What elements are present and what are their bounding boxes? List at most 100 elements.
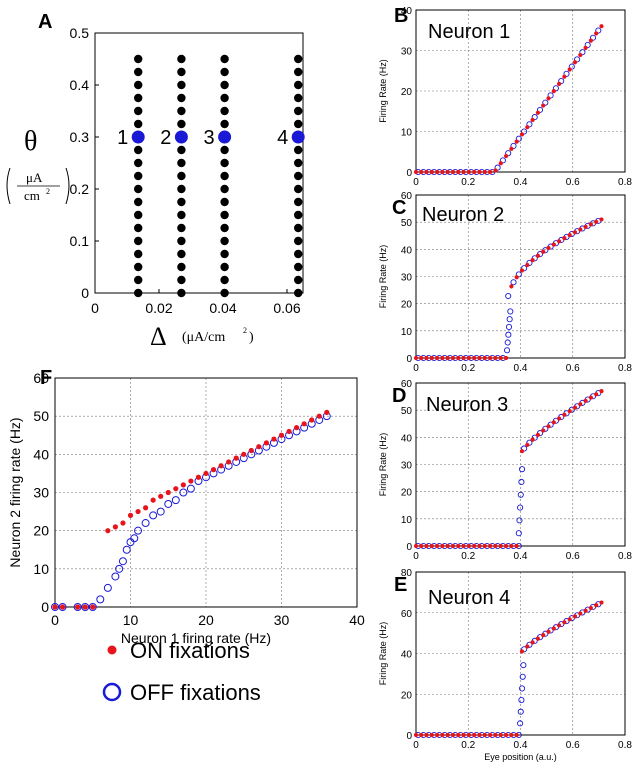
off-fixation-point <box>531 114 538 121</box>
on-fixation-point <box>567 67 572 72</box>
panel-a-y-tick-label: 0.1 <box>70 233 90 249</box>
parameter-point <box>220 54 229 64</box>
parameter-point <box>220 275 229 285</box>
on-fixation-point <box>503 732 509 738</box>
parameter-point <box>294 106 303 116</box>
on-fixation-point <box>509 732 514 738</box>
panel-a-ylabel-unit: μA cm 2 <box>6 167 70 205</box>
y-tick-label: 10 <box>401 128 413 139</box>
off-fixation-point <box>507 308 514 315</box>
parameter-point <box>177 80 186 90</box>
on-fixation-point <box>551 420 556 425</box>
x-tick-label: 0.6 <box>566 177 580 188</box>
on-fixation-point <box>445 732 450 738</box>
off-fixation-point <box>149 511 158 520</box>
off-fixation-point <box>521 445 528 452</box>
y-tick-label: 0 <box>41 599 49 615</box>
panel-c-letter: C <box>392 197 406 219</box>
x-tick-label: 0.6 <box>566 740 580 751</box>
parameter-point <box>134 106 143 116</box>
off-fixation-point <box>111 572 120 581</box>
off-fixation-point <box>510 142 517 149</box>
on-fixation-point <box>583 45 588 50</box>
y-axis-label: Firing Rate (Hz) <box>378 433 388 497</box>
parameter-point <box>134 184 143 194</box>
y-tick-label: 10 <box>401 327 413 338</box>
on-fixation-point <box>556 416 562 421</box>
on-fixation-point <box>456 732 461 738</box>
on-fixation-point <box>424 732 429 738</box>
on-fixation-point <box>301 421 307 427</box>
on-fixation-point <box>445 169 450 175</box>
on-fixation-point <box>488 355 493 361</box>
parameter-point <box>134 262 143 272</box>
parameter-point <box>220 249 229 259</box>
on-fixation-point <box>472 169 477 175</box>
panel-a-x-tick-label: 0.04 <box>209 300 236 316</box>
on-fixation-point <box>599 217 604 222</box>
on-fixation-point <box>556 239 562 244</box>
on-fixation-point <box>572 60 578 65</box>
on-fixation-point <box>413 732 419 738</box>
on-fixation-point <box>233 455 239 461</box>
off-fixation-point <box>51 603 59 611</box>
off-fixation-point <box>584 41 591 49</box>
parameter-point <box>220 158 229 168</box>
parameter-point <box>177 275 186 285</box>
on-fixation-point <box>493 168 498 173</box>
panel-f-y-axis-label: Neuron 2 firing rate (Hz) <box>7 417 23 567</box>
on-fixation-point <box>551 626 556 631</box>
parameter-point <box>294 67 303 77</box>
off-fixation-point <box>506 316 513 323</box>
off-fixation-point <box>563 70 570 77</box>
parameter-point <box>220 106 229 116</box>
panel-a-xlabel-unit: (μA/cm <box>182 330 225 345</box>
parameter-point <box>220 210 229 220</box>
on-fixation-point <box>195 474 202 480</box>
on-fixation-point <box>456 543 461 549</box>
axes-frame <box>415 194 626 359</box>
on-fixation-point <box>572 230 578 235</box>
parameter-point <box>134 210 143 220</box>
panel-a-x-ticks: 0 0.02 0.04 0.06 <box>91 289 301 316</box>
y-tick-label: 20 <box>401 300 413 311</box>
on-fixation-point <box>256 444 262 450</box>
off-fixation-point <box>516 517 523 524</box>
off-fixation-point <box>499 157 506 164</box>
on-fixation-point <box>435 543 440 549</box>
parameter-point <box>220 145 229 155</box>
panel-a-x-tick-label: 0 <box>91 300 99 316</box>
y-tick-label: 20 <box>401 87 413 98</box>
on-fixation-point <box>509 284 514 289</box>
on-fixation-point <box>419 732 424 738</box>
on-fixation-point <box>578 402 583 407</box>
on-fixation-point <box>188 478 194 484</box>
panel-e: 0 0.2 0.4 0.6 0.8 0 20 40 60 80 Firing Rate (Hz) Ey… <box>378 568 632 762</box>
parameter-point <box>294 80 303 90</box>
parameter-point <box>294 158 303 168</box>
on-fixation-point <box>594 31 599 36</box>
parameter-point <box>294 145 303 155</box>
on-fixation-point <box>562 74 567 79</box>
panel-f: F 0 10 20 30 40 0 10 20 30 40 50 60 Neuron 1 firing … <box>7 367 365 646</box>
parameter-point <box>134 67 143 77</box>
on-fixation-point <box>519 649 525 654</box>
on-fixation-point <box>525 442 530 447</box>
parameter-point <box>220 171 229 181</box>
on-fixation-point <box>440 732 445 738</box>
y-tick-label: 0 <box>406 354 412 365</box>
parameter-point <box>220 119 229 129</box>
on-fixation-point <box>482 732 487 738</box>
panel-a-parameter-grid <box>131 54 305 298</box>
parameter-point <box>134 145 143 155</box>
on-fixation-point <box>456 169 461 175</box>
panel-f-x-axis-label: Neuron 1 firing rate (Hz) <box>121 630 271 646</box>
off-fixation-point <box>515 135 522 142</box>
parameter-point <box>177 223 186 233</box>
on-fixation-point <box>450 543 456 549</box>
on-fixation-point <box>440 169 445 175</box>
on-fixation-point <box>445 355 450 361</box>
off-fixation-point <box>96 595 105 604</box>
parameter-point <box>134 197 143 207</box>
